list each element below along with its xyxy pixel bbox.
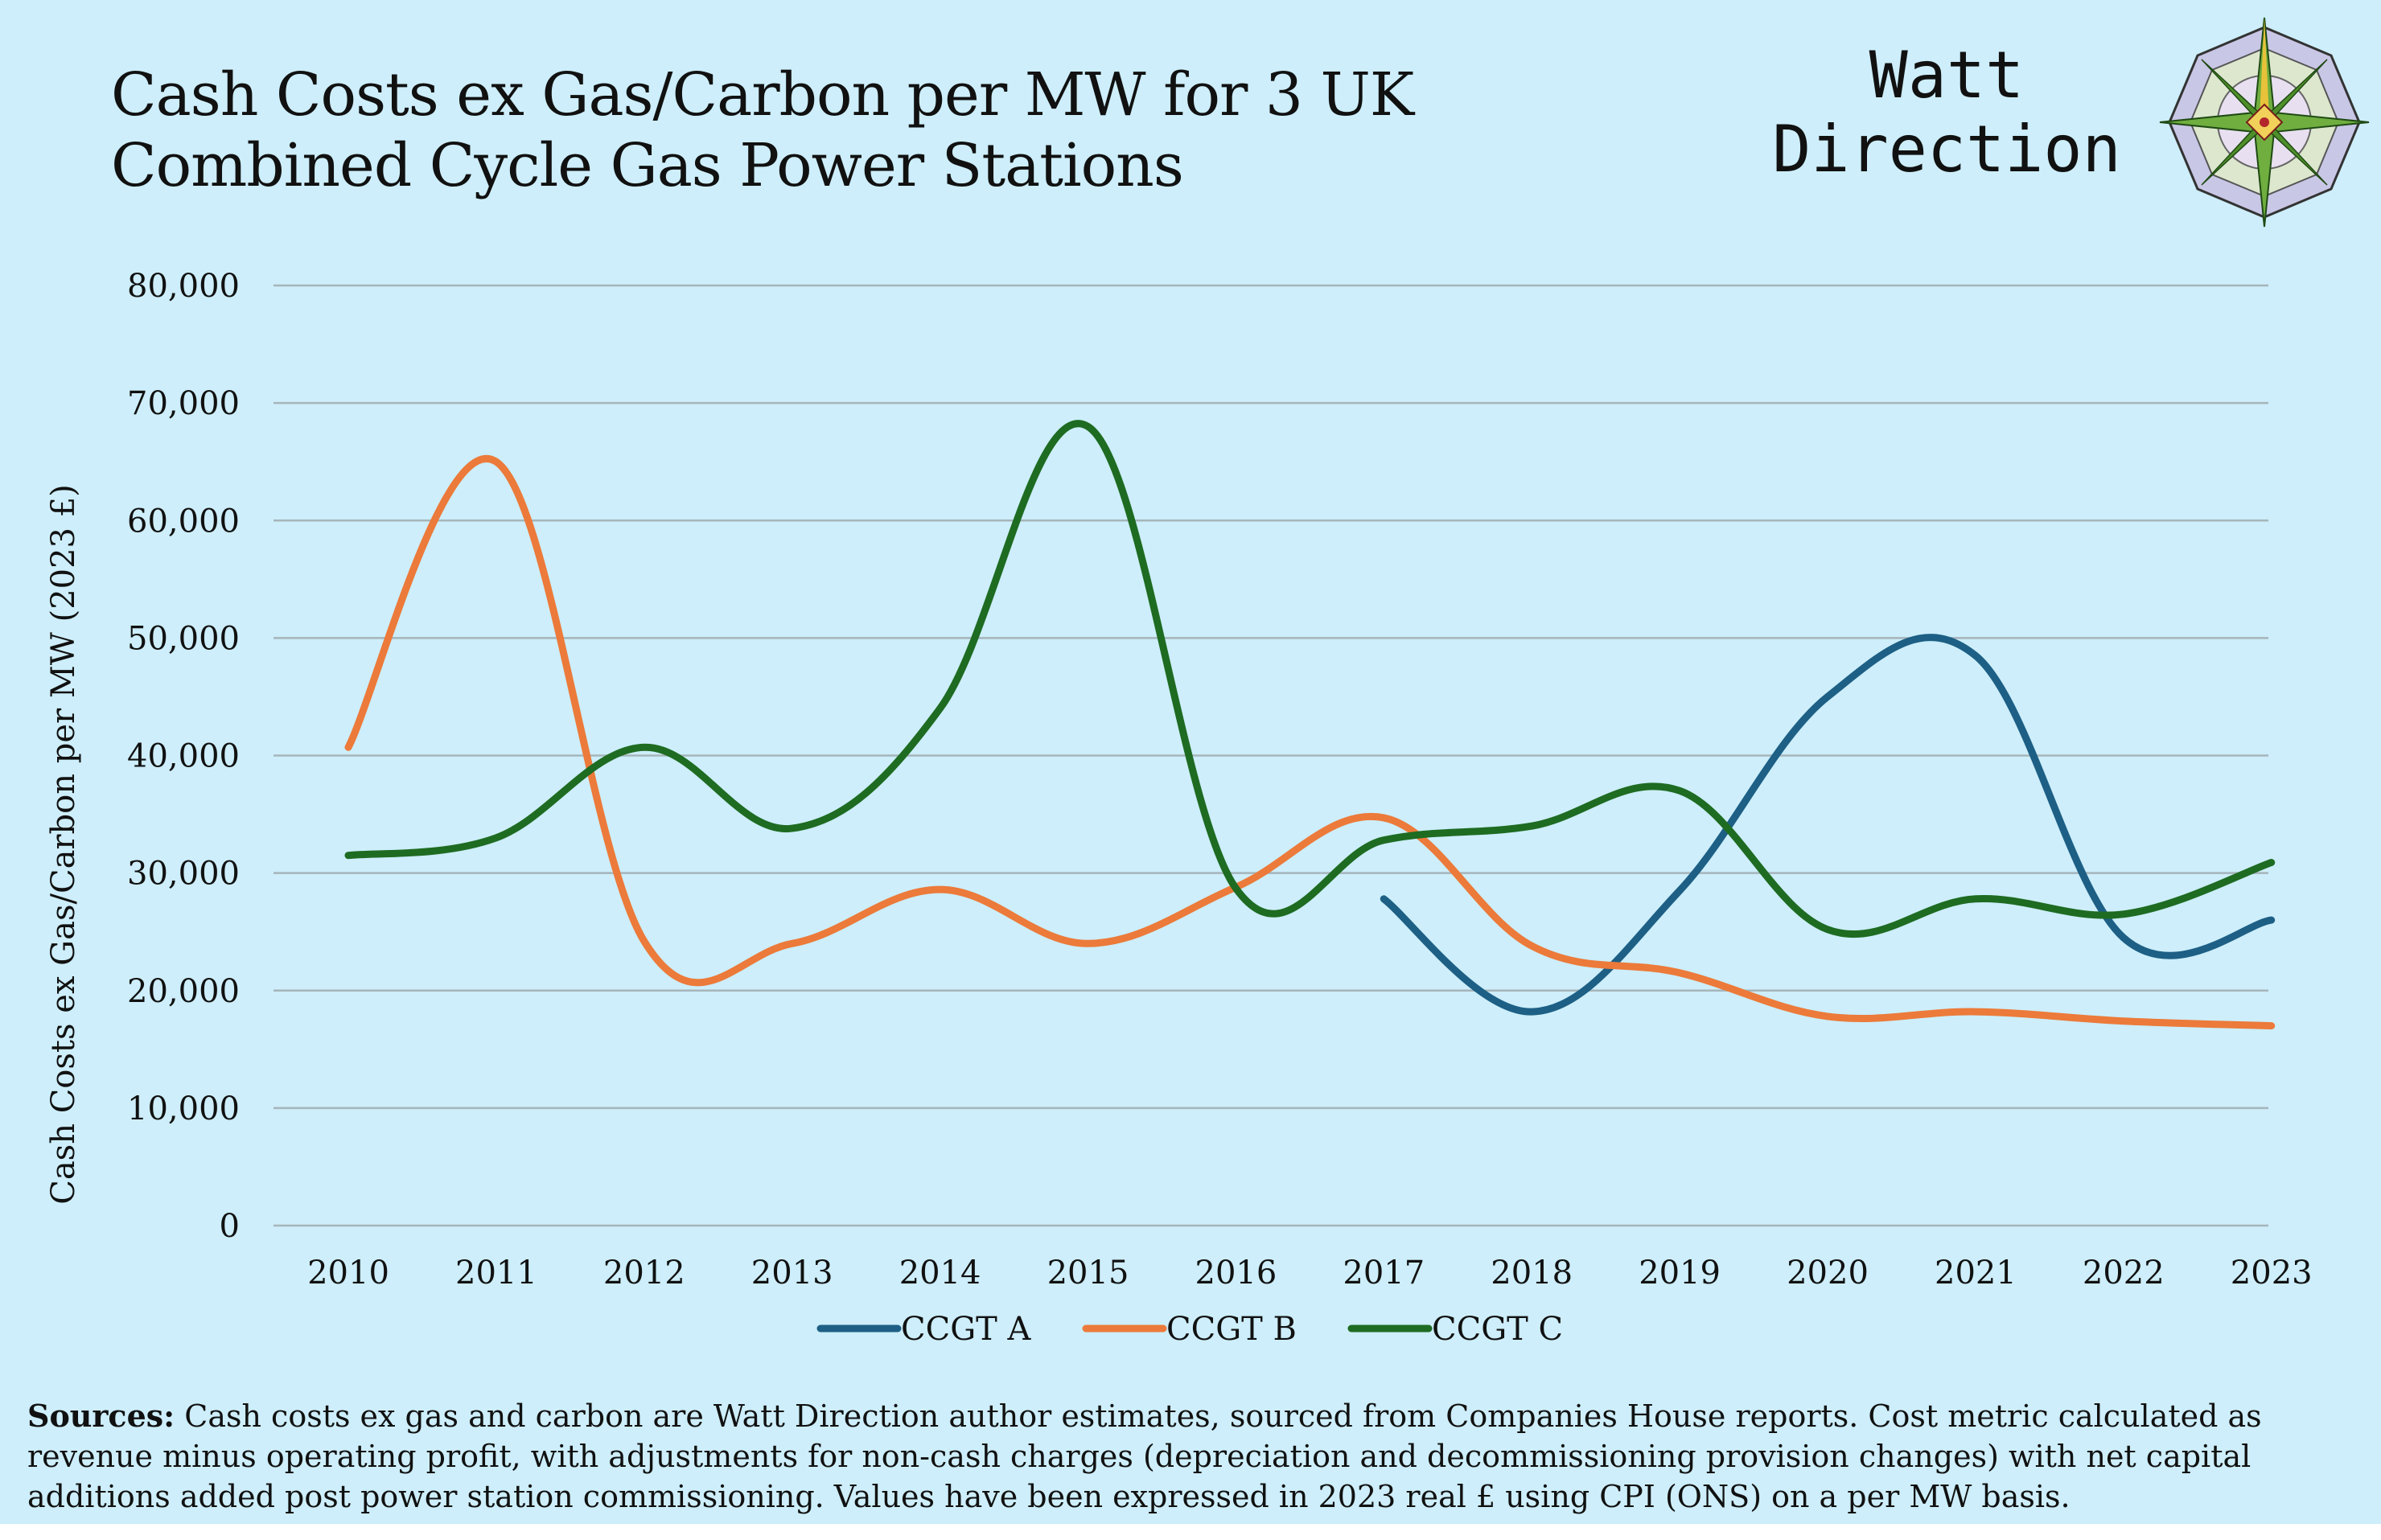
x-tick-label: 2023 <box>2231 1255 2313 1292</box>
brand-wordmark: Watt Direction <box>1737 39 2156 187</box>
y-tick-label: 80,000 <box>127 268 240 305</box>
x-axis-ticks: 2010 2011 2012 2013 2014 2015 2016 2017 2018 2019… <box>307 1255 2312 1292</box>
y-tick-label: 50,000 <box>127 620 240 657</box>
brand-line-1: Watt <box>1869 38 2025 113</box>
y-tick-label: 40,000 <box>127 738 240 775</box>
chart-title: Cash Costs ex Gas/Carbon per MW for 3 UK… <box>111 60 1639 201</box>
y-tick-label: 60,000 <box>127 503 240 540</box>
legend-label: CCGT A <box>901 1311 1032 1348</box>
x-tick-label: 2014 <box>899 1255 981 1292</box>
y-tick-label: 30,000 <box>127 856 240 893</box>
gridlines <box>273 284 2268 1227</box>
x-tick-label: 2011 <box>455 1255 537 1292</box>
x-tick-label: 2012 <box>603 1255 685 1292</box>
series-lines <box>344 420 2276 1030</box>
x-tick-label: 2021 <box>1935 1255 2017 1292</box>
y-tick-label: 0 <box>220 1208 240 1245</box>
series-line-ccgt-b <box>344 455 2276 1030</box>
series-line-ccgt-a <box>1380 634 2276 1016</box>
x-tick-label: 2019 <box>1639 1255 1721 1292</box>
y-axis-title: Cash Costs ex Gas/Carbon per MW (2023 £) <box>45 484 82 1205</box>
legend-label: CCGT C <box>1432 1311 1563 1348</box>
sources-label: Sources: <box>27 1398 175 1434</box>
x-tick-label: 2015 <box>1047 1255 1129 1292</box>
chart-title-line-2: Combined Cycle Gas Power Stations <box>111 131 1184 200</box>
x-tick-label: 2013 <box>751 1255 833 1292</box>
series-line-ccgt-c <box>344 420 2276 938</box>
compass-rose-icon <box>2159 17 2370 228</box>
x-tick-label: 2022 <box>2083 1255 2165 1292</box>
sources-note: Sources: Cash costs ex gas and carbon ar… <box>27 1396 2352 1517</box>
x-tick-label: 2020 <box>1787 1255 1869 1292</box>
x-tick-label: 2017 <box>1343 1255 1425 1292</box>
y-tick-label: 20,000 <box>127 973 240 1010</box>
y-axis-ticks: 0 10,000 20,000 30,000 40,000 50,000 60,000 70,… <box>127 268 240 1245</box>
y-tick-label: 70,000 <box>127 385 240 422</box>
x-tick-label: 2018 <box>1491 1255 1573 1292</box>
chart-title-line-1: Cash Costs ex Gas/Carbon per MW for 3 UK <box>111 60 1414 129</box>
y-tick-label: 10,000 <box>127 1090 240 1127</box>
x-tick-label: 2016 <box>1195 1255 1277 1292</box>
legend: CCGT A CCGT B CCGT C <box>816 1311 1563 1348</box>
x-tick-label: 2010 <box>307 1255 389 1292</box>
sources-text: Cash costs ex gas and carbon are Watt Di… <box>27 1398 2262 1514</box>
brand-line-2: Direction <box>1772 112 2121 187</box>
legend-label: CCGT B <box>1166 1311 1297 1348</box>
